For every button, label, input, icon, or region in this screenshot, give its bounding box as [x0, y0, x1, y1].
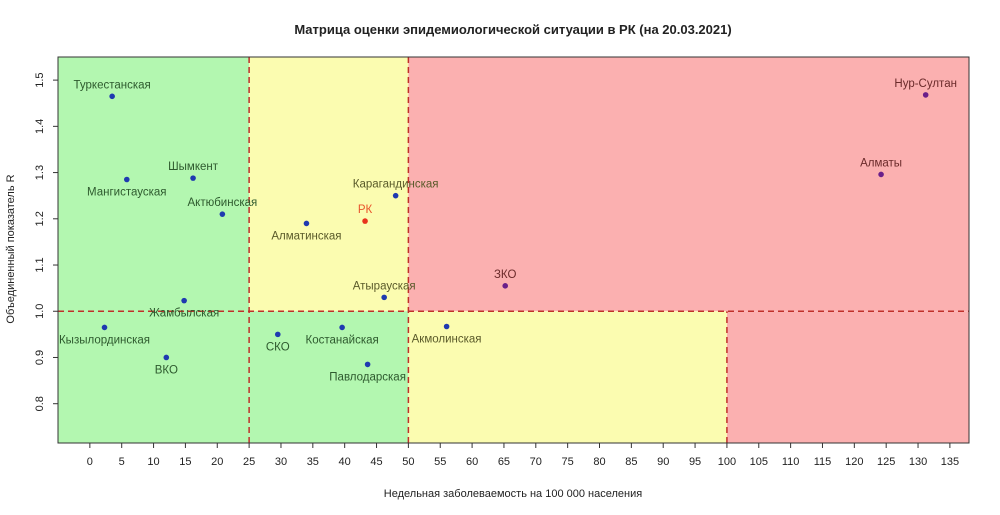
y-axis-title: Объединенный показатель R [5, 174, 17, 323]
data-point-label: Алматы [860, 157, 902, 169]
x-tick-label: 70 [530, 456, 542, 468]
data-point-label: Костанайская [306, 334, 379, 346]
data-point [381, 294, 387, 301]
data-point-label: Жамбылская [149, 308, 219, 320]
zone-3 [408, 57, 969, 312]
x-axis: 0 5 10 15 20 25 30 35 40 45 50 55 60 65 70 75 80 85 90 95 10… [87, 442, 959, 468]
data-point [878, 171, 884, 178]
data-point [163, 354, 170, 361]
zone-4 [408, 311, 727, 443]
data-point [109, 93, 115, 100]
data-point-label: ЗКО [494, 269, 517, 281]
zone-1 [249, 57, 409, 312]
x-tick-label: 135 [941, 456, 959, 468]
data-point-label: Нур-Султан [894, 78, 957, 90]
y-tick-label: 1.0 [34, 304, 46, 319]
data-point-label: Шымкент [168, 161, 219, 173]
data-point [274, 331, 281, 338]
data-point-label: ВКО [155, 364, 178, 376]
x-tick-label: 10 [147, 456, 159, 468]
data-point [364, 361, 371, 368]
zones-layer [58, 57, 969, 443]
x-tick-label: 55 [434, 456, 446, 468]
x-tick-label: 25 [243, 456, 255, 468]
x-tick-label: 5 [119, 456, 125, 468]
x-tick-label: 60 [466, 456, 478, 468]
zone-5 [726, 311, 969, 443]
x-tick-label: 50 [402, 456, 414, 468]
x-tick-label: 40 [339, 456, 351, 468]
chart-title: Матрица оценки эпидемиологической ситуац… [294, 22, 731, 37]
data-point [339, 324, 345, 331]
data-point [190, 175, 196, 181]
x-tick-label: 15 [179, 456, 191, 468]
y-tick-label: 0.9 [34, 350, 46, 365]
x-tick-label: 125 [877, 456, 895, 468]
x-tick-label: 20 [211, 456, 223, 468]
zone-0 [58, 57, 250, 443]
data-point-label: Павлодарская [329, 371, 406, 383]
data-point [502, 283, 509, 289]
data-point-label: Акмолинская [412, 334, 482, 346]
x-tick-label: 30 [275, 456, 287, 468]
y-axis: 0.8 0.9 1.0 1.1 1.2 1.3 1.4 1.5 [34, 72, 58, 411]
x-tick-label: 45 [370, 456, 382, 468]
data-point-label: Кызылординская [59, 334, 150, 346]
x-tick-label: 80 [593, 456, 605, 468]
data-point [124, 176, 130, 183]
data-point-label: СКО [266, 341, 290, 353]
x-tick-label: 100 [718, 456, 736, 468]
point-labels: Туркестанская Мангистауская Шымкент Актюбин… [59, 78, 957, 384]
y-tick-label: 0.8 [34, 396, 46, 411]
x-tick-label: 120 [845, 456, 863, 468]
x-tick-label: 75 [562, 456, 574, 468]
y-tick-label: 1.4 [34, 119, 46, 134]
x-tick-label: 95 [689, 456, 701, 468]
data-point [303, 220, 310, 227]
data-point [443, 323, 450, 330]
data-point-label: Алматинская [271, 230, 341, 242]
data-point-label: Карагандинская [353, 179, 439, 191]
data-point [362, 218, 368, 224]
data-point [392, 192, 399, 199]
x-tick-label: 115 [814, 456, 832, 468]
y-tick-label: 1.3 [34, 165, 46, 180]
data-point-label: Мангистауская [87, 187, 167, 199]
x-tick-label: 90 [657, 456, 669, 468]
y-tick-label: 1.5 [34, 72, 46, 87]
data-point [181, 297, 187, 304]
data-point [101, 324, 108, 331]
data-point-label: Актюбинская [187, 197, 257, 209]
threshold-lines [58, 57, 969, 443]
x-tick-label: 105 [750, 456, 768, 468]
x-tick-label: 85 [625, 456, 637, 468]
y-tick-label: 1.2 [34, 211, 46, 226]
x-tick-label: 0 [87, 456, 93, 468]
y-tick-label: 1.1 [34, 257, 46, 272]
data-point-label: Атырауская [353, 280, 416, 292]
x-axis-title: Недельная заболеваемость на 100 000 насе… [384, 488, 642, 500]
x-tick-label: 35 [307, 456, 319, 468]
data-point [219, 211, 226, 217]
x-tick-label: 110 [782, 456, 800, 468]
data-point-label: Туркестанская [74, 79, 151, 91]
x-tick-label: 130 [909, 456, 927, 468]
data-point-label: РК [358, 204, 373, 216]
x-tick-label: 65 [498, 456, 510, 468]
data-point [922, 92, 929, 98]
points-layer [101, 92, 929, 368]
